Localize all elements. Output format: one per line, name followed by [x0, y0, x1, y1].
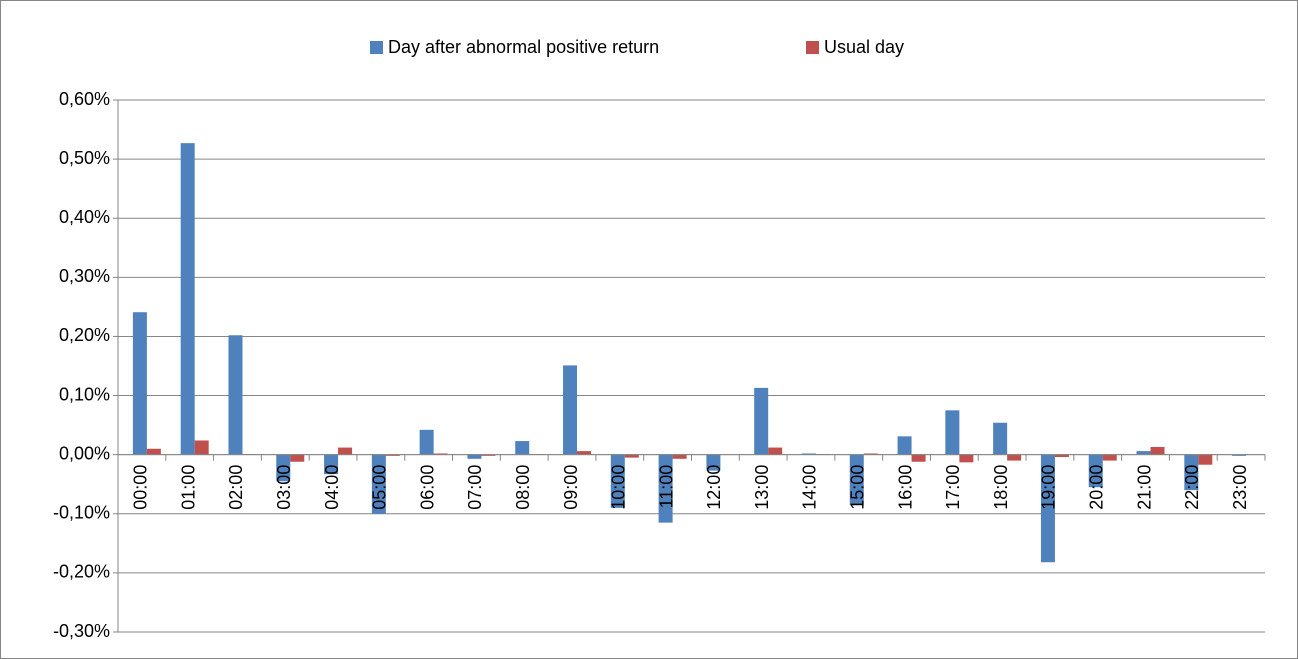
x-tick-label: 19:00: [1039, 465, 1059, 510]
bar: [1040, 454, 1055, 563]
x-tick-label: 05:00: [370, 465, 390, 510]
bar: [672, 454, 687, 459]
x-tick-label: 12:00: [704, 465, 724, 510]
x-tick-label: 16:00: [895, 465, 915, 510]
x-tick-label: 02:00: [226, 465, 246, 510]
y-tick-label: 0,60%: [59, 89, 110, 109]
bar: [863, 453, 878, 455]
bar: [338, 447, 353, 455]
x-tick-label: 13:00: [752, 465, 772, 510]
bar: [1102, 454, 1117, 461]
bar: [959, 454, 974, 463]
bar: [433, 453, 448, 455]
bar: [1007, 454, 1022, 461]
bar: [577, 451, 592, 455]
y-tick-label: -0,30%: [53, 621, 110, 641]
x-tick-label: 14:00: [800, 465, 820, 510]
bar: [1184, 454, 1199, 491]
bar: [324, 454, 339, 475]
bar: [1136, 451, 1151, 455]
bar: [993, 422, 1008, 455]
x-tick-label: 17:00: [943, 465, 963, 510]
x-tick-label: 10:00: [609, 465, 629, 510]
bar: [911, 454, 926, 462]
x-tick-label: 22:00: [1182, 465, 1202, 510]
bar: [1198, 454, 1213, 465]
legend-swatch: [806, 41, 819, 54]
x-tick-label: 04:00: [322, 465, 342, 510]
x-tick-label: 20:00: [1086, 465, 1106, 510]
bar: [276, 454, 291, 482]
bar: [419, 429, 434, 455]
x-tick-label: 06:00: [417, 465, 437, 510]
bar: [706, 454, 721, 471]
y-tick-label: 0,10%: [59, 384, 110, 404]
x-tick-label: 23:00: [1230, 465, 1250, 510]
bar: [467, 454, 482, 459]
x-tick-label: 00:00: [131, 465, 151, 510]
bar: [768, 447, 783, 455]
bar: [228, 335, 243, 455]
x-tick-label: 03:00: [274, 465, 294, 510]
x-tick-label: 11:00: [656, 465, 676, 509]
x-tick-label: 21:00: [1134, 465, 1154, 510]
bar: [563, 365, 578, 455]
bar: [132, 312, 147, 455]
bar: [515, 441, 530, 455]
legend-label: Usual day: [824, 37, 904, 57]
bar: [610, 454, 625, 508]
bar: [194, 440, 209, 455]
bar: [1232, 454, 1247, 456]
bar: [1150, 446, 1165, 455]
bar: [754, 387, 769, 455]
bar: [849, 454, 864, 505]
bar: [371, 454, 386, 514]
x-tick-label: 08:00: [513, 465, 533, 510]
x-tick-label: 15:00: [848, 465, 868, 510]
x-tick-label: 01:00: [178, 465, 198, 510]
bar: [945, 410, 960, 455]
y-tick-label: -0,10%: [53, 503, 110, 523]
legend-swatch: [370, 41, 383, 54]
y-tick-label: 0,30%: [59, 266, 110, 286]
bar: [801, 453, 816, 455]
y-tick-label: 0,20%: [59, 325, 110, 345]
bar: [481, 454, 496, 456]
bar: [146, 448, 161, 455]
x-tick-label: 18:00: [991, 465, 1011, 510]
bar: [658, 454, 673, 523]
bar: [290, 454, 305, 462]
bar: [1054, 454, 1069, 458]
y-tick-label: 0,50%: [59, 148, 110, 168]
y-tick-label: -0,20%: [53, 562, 110, 582]
bar: [897, 436, 912, 455]
bar: [385, 454, 400, 456]
legend-label: Day after abnormal positive return: [388, 37, 659, 57]
bar: [1088, 454, 1103, 488]
x-tick-label: 09:00: [561, 465, 581, 510]
bar: [180, 143, 195, 455]
y-tick-label: 0,00%: [59, 443, 110, 463]
y-tick-label: 0,40%: [59, 207, 110, 227]
x-tick-label: 07:00: [465, 465, 485, 510]
bar: [624, 454, 639, 458]
